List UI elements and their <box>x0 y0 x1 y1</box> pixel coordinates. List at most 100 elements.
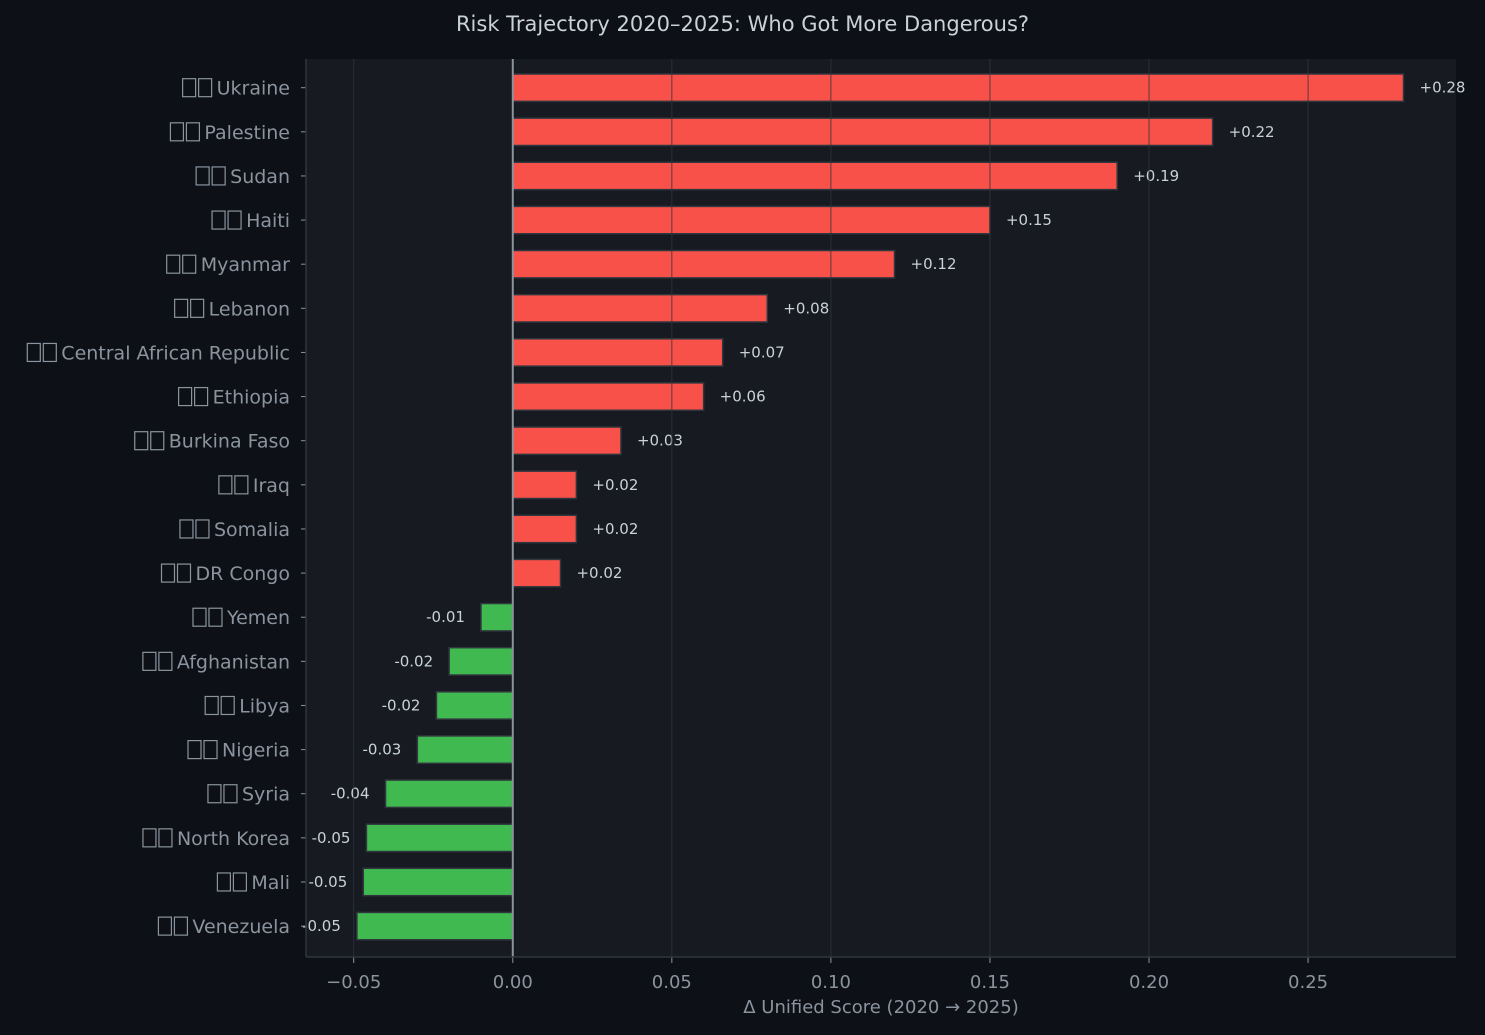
data-label: +0.06 <box>720 388 766 406</box>
flag-icon <box>185 122 201 142</box>
bar-haiti <box>512 205 991 235</box>
flag-icon <box>211 166 226 186</box>
data-label: -0.04 <box>331 785 370 803</box>
y-tick-label: Haiti <box>246 210 290 232</box>
flag-icon <box>190 298 205 318</box>
bar-nigeria <box>416 735 514 765</box>
data-label: +0.08 <box>783 299 829 317</box>
y-tick-label: Venezuela <box>192 916 290 938</box>
data-label: +0.15 <box>1006 211 1052 229</box>
flag-icon <box>194 386 209 407</box>
bar-central-african-republic <box>512 338 724 367</box>
y-tick-label: Lebanon <box>209 298 290 320</box>
bar-yemen <box>480 602 514 632</box>
flag-icon <box>198 78 213 98</box>
data-label: -0.02 <box>382 696 421 714</box>
flag-icon <box>211 210 226 230</box>
data-label: +0.28 <box>1420 79 1466 97</box>
data-label: -0.03 <box>363 741 402 759</box>
flag-icon <box>174 298 189 318</box>
flag-icon <box>182 254 197 274</box>
bar-venezuela <box>356 911 514 941</box>
y-tick-label: Yemen <box>226 607 290 629</box>
y-tick-label: Syria <box>242 784 290 806</box>
data-label: +0.02 <box>592 476 638 494</box>
y-tick-label: DR Congo <box>196 563 291 585</box>
x-tick-label: 0.10 <box>811 972 851 993</box>
flag-icon <box>142 651 157 671</box>
y-tick-label: Central African Republic <box>61 342 290 364</box>
bar-iraq <box>512 470 578 500</box>
flag-icon <box>157 916 173 936</box>
bar-lebanon <box>512 293 769 323</box>
bar-myanmar <box>512 249 896 279</box>
flag-icon <box>182 78 197 98</box>
y-tick-label: Mali <box>251 872 290 894</box>
y-tick-label: Iraq <box>253 475 290 497</box>
flag-icon <box>223 784 238 804</box>
y-tick-label: Ethiopia <box>213 387 290 409</box>
flag-icon <box>204 695 219 716</box>
flag-icon <box>26 342 41 363</box>
bar-burkina-faso <box>512 426 622 456</box>
flag-icon <box>216 872 232 892</box>
flag-icon <box>227 210 242 230</box>
flag-icon <box>134 431 149 451</box>
x-tick-label: 0.15 <box>970 972 1010 993</box>
data-label: +0.02 <box>576 564 622 582</box>
bar-ethiopia <box>512 382 705 412</box>
flag-icon <box>203 739 218 760</box>
flag-icon <box>160 563 176 583</box>
y-tick-label: Afghanistan <box>177 651 290 673</box>
bar-sudan <box>512 161 1118 191</box>
flag-icon <box>158 828 173 848</box>
flag-icon <box>192 607 207 627</box>
data-label: +0.02 <box>592 520 638 538</box>
flag-icon <box>142 828 157 848</box>
flag-icon <box>234 475 249 495</box>
bar-palestine <box>512 117 1214 147</box>
y-tick-label: North Korea <box>177 828 290 850</box>
y-tick-label: Palestine <box>204 122 290 144</box>
flag-icon <box>150 431 165 451</box>
data-label: +0.07 <box>739 343 785 361</box>
bar-dr-congo <box>512 558 562 588</box>
data-label: +0.19 <box>1133 167 1179 185</box>
x-tick-label: 0.25 <box>1288 972 1328 993</box>
data-label: -0.05 <box>308 873 347 891</box>
bar-syria <box>384 779 514 809</box>
data-label: -0.01 <box>426 608 465 626</box>
data-label: -0.02 <box>394 652 433 670</box>
flag-icon <box>42 342 57 363</box>
flag-icon <box>208 607 223 627</box>
x-tick-label: −0.05 <box>326 972 381 993</box>
flag-icon <box>158 651 173 671</box>
x-tick-label: 0.20 <box>1129 972 1169 993</box>
bar-libya <box>435 691 514 720</box>
flag-icon <box>176 563 192 583</box>
y-tick-label: Burkina Faso <box>169 431 290 453</box>
x-axis-label: Δ Unified Score (2020 → 2025) <box>743 997 1019 1018</box>
flag-icon <box>178 386 193 407</box>
y-tick-label: Nigeria <box>222 740 290 762</box>
bar-ukraine <box>512 73 1405 103</box>
plot-area <box>306 59 1456 957</box>
flag-icon <box>220 695 235 716</box>
y-tick-label: Libya <box>239 695 290 717</box>
chart-title: Risk Trajectory 2020–2025: Who Got More … <box>455 12 1030 36</box>
flag-icon <box>218 475 233 495</box>
data-label: +0.22 <box>1229 123 1275 141</box>
flag-icon <box>195 166 210 186</box>
data-label: -0.05 <box>302 917 341 935</box>
bar-north-korea <box>365 823 514 853</box>
y-tick-label: Myanmar <box>201 254 290 276</box>
x-tick-label: 0.00 <box>493 972 533 993</box>
flag-icon <box>179 519 194 539</box>
bar-somalia <box>512 514 578 544</box>
flag-icon <box>195 519 210 539</box>
data-label: +0.12 <box>911 255 957 273</box>
data-label: -0.05 <box>312 829 351 847</box>
flag-icon <box>207 784 222 804</box>
flag-icon <box>169 122 185 142</box>
